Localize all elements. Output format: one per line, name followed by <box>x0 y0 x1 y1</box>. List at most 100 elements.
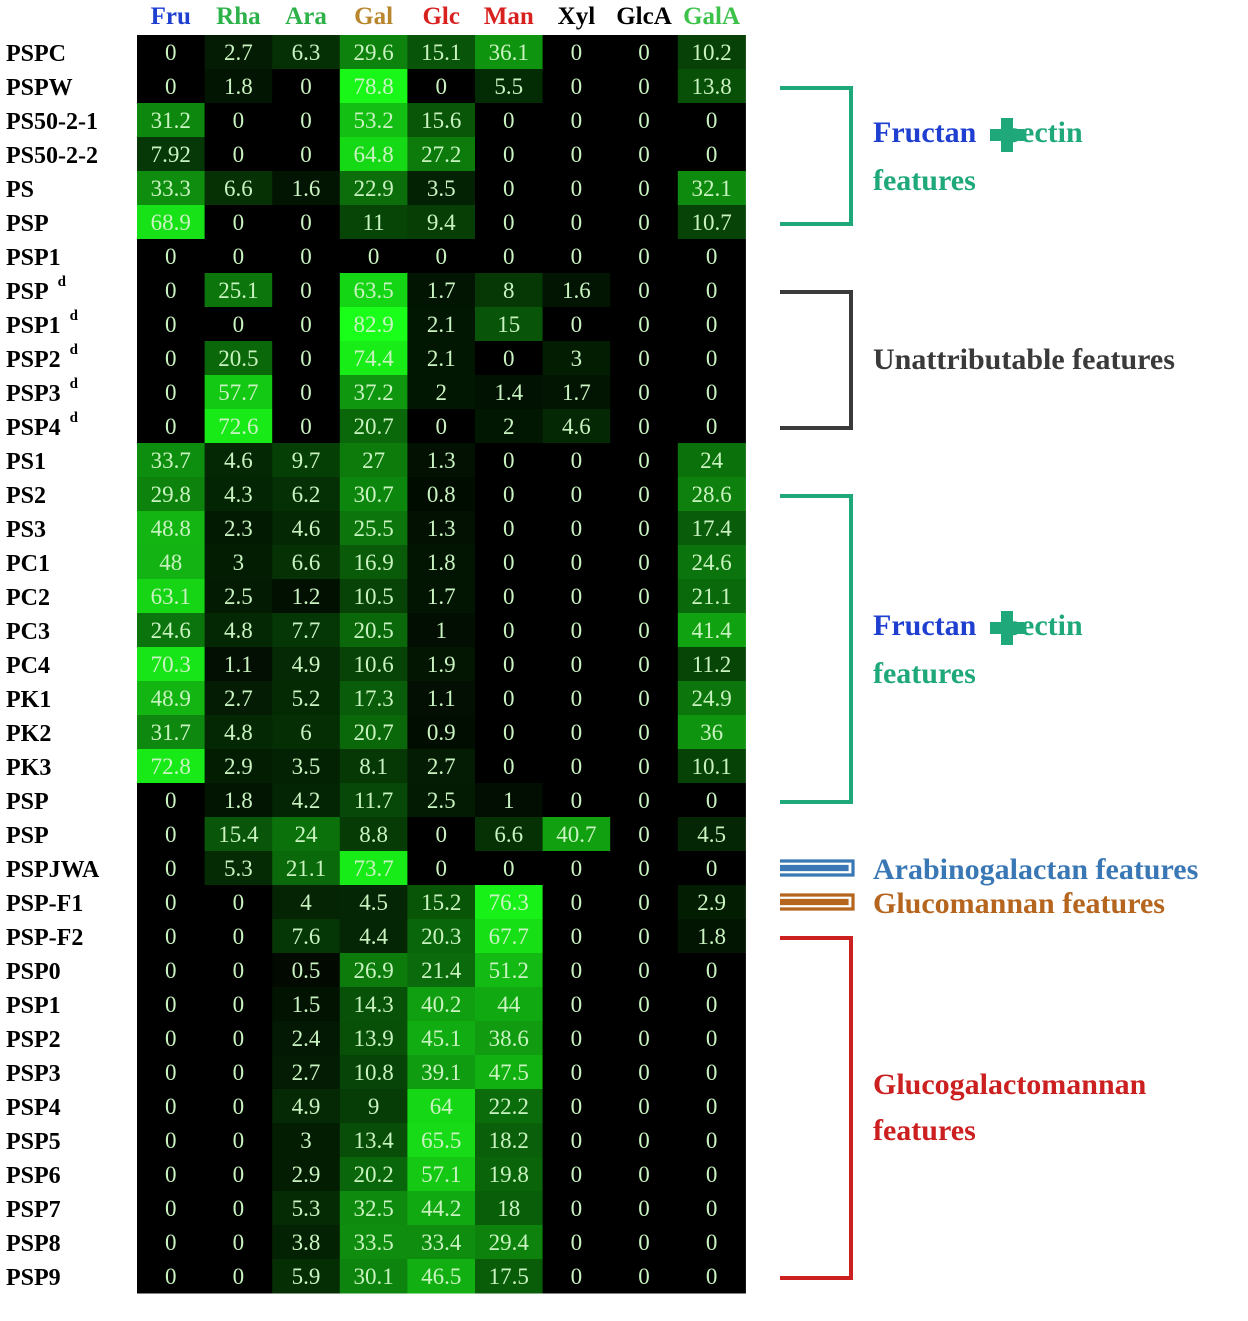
heatmap-cell <box>137 1089 206 1124</box>
cell-value: 0 <box>638 312 650 337</box>
column-header-ara: Ara <box>285 3 327 30</box>
cell-value: 0 <box>638 346 650 371</box>
heatmap-cell <box>272 749 341 784</box>
heatmap-cell <box>610 987 679 1022</box>
heatmap-cell <box>677 647 746 682</box>
cell-value: 0 <box>706 142 718 167</box>
cell-value: 0 <box>571 74 583 99</box>
cell-value: 24 <box>700 448 724 473</box>
row-label: PK2 <box>6 721 51 747</box>
heatmap-cell <box>610 885 679 920</box>
heatmap-cell <box>407 375 476 410</box>
heatmap-cell <box>610 749 679 784</box>
cell-value: 26.9 <box>353 958 393 983</box>
cell-value: 48 <box>159 550 182 575</box>
heatmap-cell <box>339 171 408 206</box>
cell-value: 0 <box>503 210 515 235</box>
heatmap-cell <box>204 511 273 546</box>
cell-value: 0 <box>503 482 515 507</box>
cell-value: 10.2 <box>691 40 731 65</box>
heatmap-cell <box>542 511 611 546</box>
heatmap-cell <box>475 613 544 648</box>
heatmap-cell <box>475 1191 544 1226</box>
heatmap-cell <box>677 1021 746 1056</box>
column-headers: Fru Rha Ara Gal Glc Man Xyl GlcA GalA <box>151 3 740 30</box>
row-label: PSP1 <box>6 313 61 339</box>
heatmap-cell <box>204 749 273 784</box>
cell-value: 0 <box>165 788 177 813</box>
heatmap-cell <box>137 647 206 682</box>
cell-value: 6.6 <box>224 176 253 201</box>
heatmap-cell <box>339 1259 408 1294</box>
heatmap-cell <box>677 239 746 274</box>
cell-value: 40.2 <box>421 992 461 1017</box>
heatmap-cell <box>677 817 746 852</box>
cell-value: 70.3 <box>151 652 191 677</box>
heatmap-cell <box>137 1123 206 1158</box>
cell-value: 30.7 <box>353 482 393 507</box>
cell-value: 20.2 <box>353 1162 393 1187</box>
heatmap-cell <box>610 647 679 682</box>
cell-value: 33.3 <box>151 176 191 201</box>
heatmap-cell <box>677 375 746 410</box>
cell-value: 0 <box>638 380 650 405</box>
heatmap-cell <box>339 987 408 1022</box>
heatmap-cell <box>272 1259 341 1294</box>
heatmap-cell <box>137 783 206 818</box>
cell-value: 0 <box>165 278 177 303</box>
cell-value: 0 <box>706 1060 718 1085</box>
cell-value: 4.8 <box>224 618 253 643</box>
cell-value: 0 <box>165 924 177 949</box>
cell-value: 28.6 <box>691 482 731 507</box>
cell-value: 0 <box>706 1162 718 1187</box>
cell-value: 0 <box>638 550 650 575</box>
row-label: PSP0 <box>6 959 61 985</box>
row-label: PS50-2-1 <box>6 109 98 135</box>
heatmap-cell <box>137 749 206 784</box>
heatmap-cell <box>339 783 408 818</box>
heatmap-cell <box>272 375 341 410</box>
cell-value: 53.2 <box>353 108 393 133</box>
heatmap-cell <box>542 545 611 580</box>
row-label: PSP <box>6 211 49 237</box>
cell-value: 30.1 <box>353 1264 393 1289</box>
heatmap-cell <box>542 239 611 274</box>
heatmap-cell <box>677 749 746 784</box>
cell-value: 0 <box>165 822 177 847</box>
heatmap-cell <box>204 103 273 138</box>
cell-value: 11.7 <box>354 788 393 813</box>
heatmap-cell <box>339 375 408 410</box>
heatmap-cell <box>610 239 679 274</box>
cell-value: 0 <box>638 958 650 983</box>
heatmap-cell <box>204 307 273 342</box>
heatmap-cell <box>610 919 679 954</box>
heatmap-cell <box>677 579 746 614</box>
heatmap-cell <box>204 953 273 988</box>
heatmap-cell <box>542 341 611 376</box>
cell-value: 32.5 <box>353 1196 393 1221</box>
cell-value: 0 <box>300 210 312 235</box>
heatmap-cell <box>542 69 611 104</box>
cell-value: 0 <box>300 346 312 371</box>
cell-value: 0 <box>300 108 312 133</box>
heatmap-cell <box>407 35 476 70</box>
cell-value: 0 <box>571 1230 583 1255</box>
row-label: PK1 <box>6 687 51 713</box>
heatmap-cell <box>137 715 206 750</box>
cell-value: 5.5 <box>494 74 523 99</box>
cell-value: 21.4 <box>421 958 462 983</box>
cell-value: 3 <box>233 550 245 575</box>
heatmap-cell <box>272 239 341 274</box>
cell-value: 0 <box>638 924 650 949</box>
group-label-text: Glucogalactomannan <box>873 1068 1147 1101</box>
heatmap-cell <box>407 783 476 818</box>
cell-value: 47.5 <box>489 1060 529 1085</box>
cell-value: 2.9 <box>224 754 253 779</box>
heatmap-cell <box>610 69 679 104</box>
cell-value: 36 <box>700 720 723 745</box>
cell-value: 29.6 <box>353 40 393 65</box>
cell-value: 36.1 <box>489 40 529 65</box>
heatmap-cell <box>542 205 611 240</box>
heatmap-cell <box>339 443 408 478</box>
cell-value: 63.1 <box>151 584 191 609</box>
